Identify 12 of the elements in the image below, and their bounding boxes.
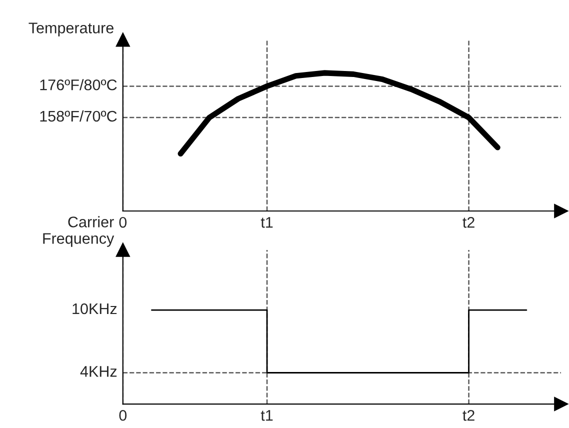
y-axis-title: Temperature bbox=[28, 22, 114, 36]
x-tick-label: 0 bbox=[119, 216, 127, 228]
x-tick-label: 0 bbox=[119, 410, 127, 421]
text: 10KHz bbox=[72, 303, 117, 314]
x-tick-label: t2 bbox=[462, 410, 474, 421]
ref-line-label: 4KHz bbox=[80, 366, 117, 377]
x-tick-label: t2 bbox=[462, 216, 474, 228]
x-tick-label: t1 bbox=[260, 410, 273, 421]
y-axis-title: Carrier Frequency bbox=[43, 216, 114, 247]
x-tick-label: t1 bbox=[260, 217, 273, 228]
ref-line-label: 158ºF/70ºC bbox=[40, 110, 117, 122]
ref-line-label: 176ºF/80ºC bbox=[40, 79, 117, 90]
